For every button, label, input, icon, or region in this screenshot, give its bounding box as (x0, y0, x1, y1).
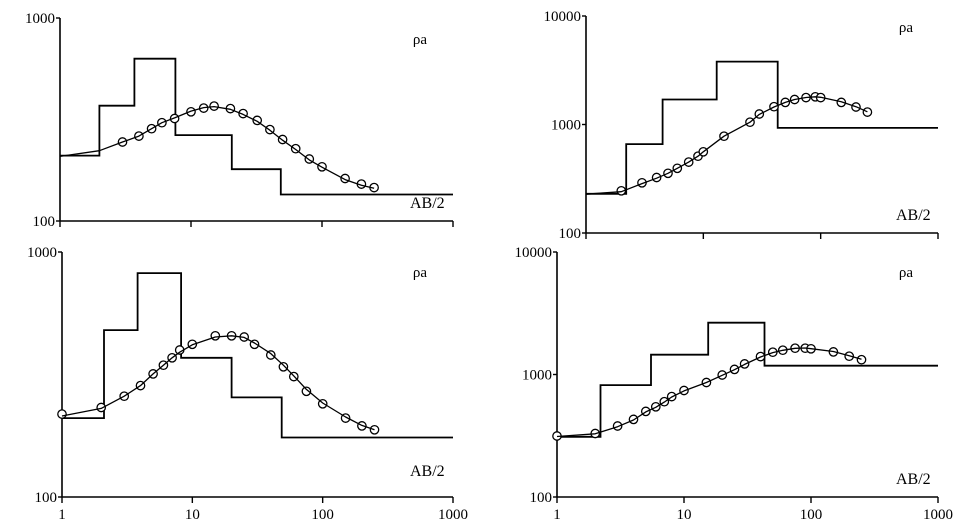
x-axis-label: AB/2 (896, 471, 931, 488)
x-axis-label: AB/2 (410, 463, 445, 480)
y-tick-label: 10000 (515, 245, 553, 261)
x-tick-label: 100 (311, 507, 334, 523)
y-tick-label: 10000 (544, 9, 582, 25)
y-axis-label: ρa (899, 20, 913, 36)
x-axis-label: AB/2 (896, 207, 931, 224)
x-axis-label: AB/2 (410, 195, 445, 212)
measured-point (856, 354, 867, 365)
y-tick-label: 1000 (522, 368, 552, 384)
x-tick-label: 1000 (438, 507, 468, 523)
layer-model-line (60, 57, 453, 196)
y-tick-label: 1000 (551, 118, 581, 134)
y-tick-label: 100 (530, 490, 553, 506)
layer-model-line (62, 272, 453, 439)
fitted-curve-line (59, 105, 375, 189)
y-tick-label: 100 (559, 226, 582, 242)
measured-point (616, 185, 627, 196)
y-tick-label: 100 (33, 214, 56, 230)
fitted-curve-line (585, 96, 868, 195)
measured-point (96, 402, 107, 413)
x-tick-label: 10 (677, 507, 692, 523)
y-tick-label: 100 (35, 490, 58, 506)
measured-point (862, 107, 873, 117)
x-tick-label: 1 (58, 507, 66, 523)
x-tick-label: 100 (800, 507, 823, 523)
measured-point (210, 330, 221, 341)
layer-model-line (586, 60, 938, 195)
fitted-curve-line (556, 347, 862, 438)
y-tick-label: 1000 (27, 245, 57, 261)
measured-point (57, 409, 67, 419)
y-axis-label: ρa (413, 32, 427, 48)
y-axis-label: ρa (413, 265, 427, 281)
y-tick-label: 1000 (25, 11, 55, 27)
x-tick-label: 10 (185, 507, 200, 523)
panel-bottom-left: 100 1000 1 10 100 1000 ρa AB/2 (27, 245, 468, 523)
layer-model-line (557, 321, 938, 438)
x-tick-label: 1 (553, 507, 561, 523)
x-tick-label: 1000 (923, 507, 953, 523)
panel-top-right: 100 1000 10000 ρa AB/2 (544, 9, 939, 242)
y-axis-label: ρa (899, 265, 913, 281)
fitted-curve-line (61, 335, 375, 431)
panel-bottom-right: 100 1000 10000 1 10 100 1000 ρa AB/2 (515, 245, 954, 523)
panel-top-left: 100 1000 ρa AB/2 (25, 11, 454, 230)
measured-point (301, 386, 312, 397)
measured-point (278, 361, 289, 372)
